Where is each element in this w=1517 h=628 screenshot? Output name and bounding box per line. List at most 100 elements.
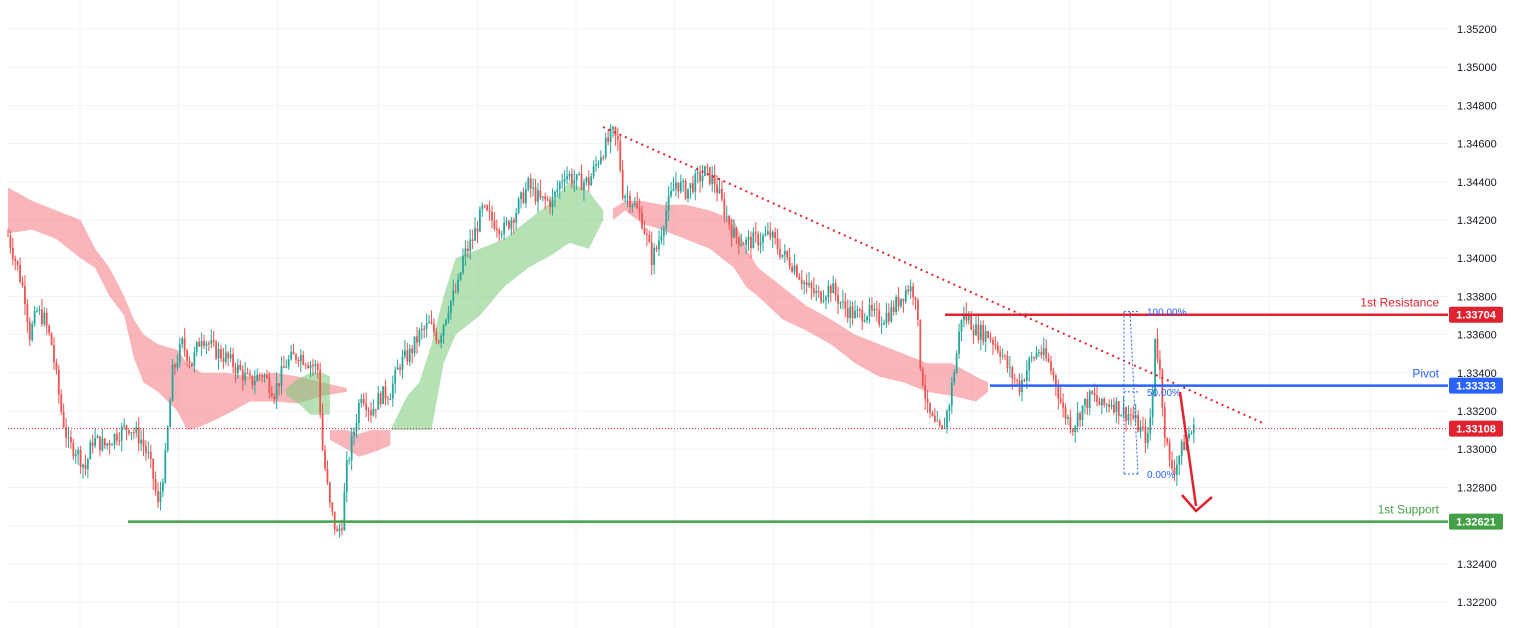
candle-body bbox=[249, 373, 251, 376]
candle-body bbox=[762, 235, 764, 243]
candle-body bbox=[343, 491, 346, 531]
candle-body bbox=[469, 239, 472, 252]
candle-body bbox=[319, 369, 322, 414]
candle-body bbox=[1047, 358, 1050, 362]
candle-body bbox=[522, 192, 525, 203]
candle-body bbox=[101, 438, 104, 451]
y-tick-label: 1.34000 bbox=[1457, 253, 1497, 265]
candle-body bbox=[435, 332, 438, 342]
candle-body bbox=[447, 312, 450, 320]
candle-body bbox=[1137, 414, 1140, 432]
candle-body bbox=[892, 307, 895, 312]
candle-body bbox=[1183, 441, 1186, 450]
candle-body bbox=[99, 436, 101, 451]
candle-body bbox=[515, 212, 518, 223]
candle-body bbox=[70, 437, 72, 443]
candle-body bbox=[737, 237, 740, 246]
candle-body bbox=[1013, 378, 1016, 380]
candle-body bbox=[655, 247, 658, 250]
cloud-bearish bbox=[329, 430, 391, 457]
candle-body bbox=[372, 408, 375, 416]
candle-body bbox=[229, 354, 232, 359]
candle-body bbox=[827, 285, 830, 298]
candle-body bbox=[578, 173, 581, 175]
candle-body bbox=[297, 359, 300, 362]
candle-body bbox=[142, 439, 145, 447]
candle-body bbox=[161, 482, 164, 492]
candle-body bbox=[721, 188, 723, 200]
candle-body bbox=[403, 350, 406, 357]
current-price-tag-bg bbox=[1449, 420, 1503, 437]
candle-body bbox=[1156, 338, 1159, 360]
candle-body bbox=[1146, 433, 1149, 443]
candle-body bbox=[292, 351, 295, 355]
candle-body bbox=[706, 166, 709, 168]
candle-body bbox=[234, 367, 237, 374]
candle-body bbox=[551, 197, 554, 208]
candle-body bbox=[416, 336, 418, 343]
candle-body bbox=[253, 381, 256, 385]
candle-body bbox=[568, 173, 571, 176]
candle-body bbox=[326, 468, 329, 483]
candle-body bbox=[793, 265, 796, 272]
candle-body bbox=[672, 188, 675, 191]
candle-body bbox=[638, 207, 641, 214]
fib-level-label: 0.00% bbox=[1147, 470, 1175, 481]
candle-body bbox=[941, 425, 944, 430]
candle-body bbox=[304, 364, 307, 366]
candle-body bbox=[1154, 338, 1156, 396]
candle-body bbox=[771, 232, 774, 238]
candle-body bbox=[285, 366, 288, 368]
candle-body bbox=[350, 435, 353, 461]
candle-body bbox=[396, 367, 399, 370]
candle-body bbox=[839, 302, 842, 304]
candle-body bbox=[493, 220, 496, 229]
candle-body bbox=[1067, 416, 1069, 419]
candle-body bbox=[43, 312, 46, 324]
candle-body bbox=[866, 316, 868, 321]
candle-body bbox=[633, 202, 636, 206]
support-price-tag: 1.32621 bbox=[1456, 517, 1496, 529]
candle-body bbox=[662, 228, 665, 236]
candle-body bbox=[420, 328, 423, 331]
candle-body bbox=[299, 355, 302, 362]
candle-body bbox=[391, 383, 394, 399]
candle-body bbox=[946, 410, 948, 428]
candle-body bbox=[111, 444, 113, 446]
candle-body bbox=[198, 342, 201, 347]
candle-body bbox=[425, 323, 428, 329]
candle-body bbox=[670, 190, 672, 196]
candle-body bbox=[176, 363, 179, 368]
candle-body bbox=[1035, 352, 1038, 358]
ichimoku-cloud bbox=[8, 181, 989, 457]
candle-body bbox=[188, 360, 191, 363]
candle-body bbox=[527, 178, 530, 190]
candle-body bbox=[764, 234, 767, 236]
candle-body bbox=[11, 247, 14, 259]
candle-body bbox=[607, 137, 610, 143]
candle-body bbox=[999, 351, 1002, 357]
candle-body bbox=[970, 315, 973, 330]
candle-body bbox=[887, 312, 890, 322]
candle-body bbox=[132, 432, 135, 434]
resistance-label: 1st Resistance bbox=[1360, 296, 1439, 310]
candle-body bbox=[621, 170, 624, 199]
y-tick-label: 1.34400 bbox=[1457, 177, 1497, 189]
candle-body bbox=[370, 410, 372, 416]
candle-body bbox=[566, 175, 568, 180]
candle-body bbox=[290, 351, 293, 360]
candle-body bbox=[1079, 413, 1081, 421]
candle-body bbox=[445, 319, 447, 325]
pivot-label: Pivot bbox=[1412, 367, 1439, 381]
candle-body bbox=[723, 199, 726, 217]
candle-body bbox=[752, 232, 755, 249]
candle-body bbox=[500, 234, 503, 236]
candle-body bbox=[503, 222, 505, 235]
candle-body bbox=[135, 427, 138, 433]
candle-body bbox=[716, 184, 718, 194]
candle-body bbox=[699, 172, 702, 182]
candle-body bbox=[387, 398, 389, 400]
candle-body bbox=[745, 239, 747, 245]
